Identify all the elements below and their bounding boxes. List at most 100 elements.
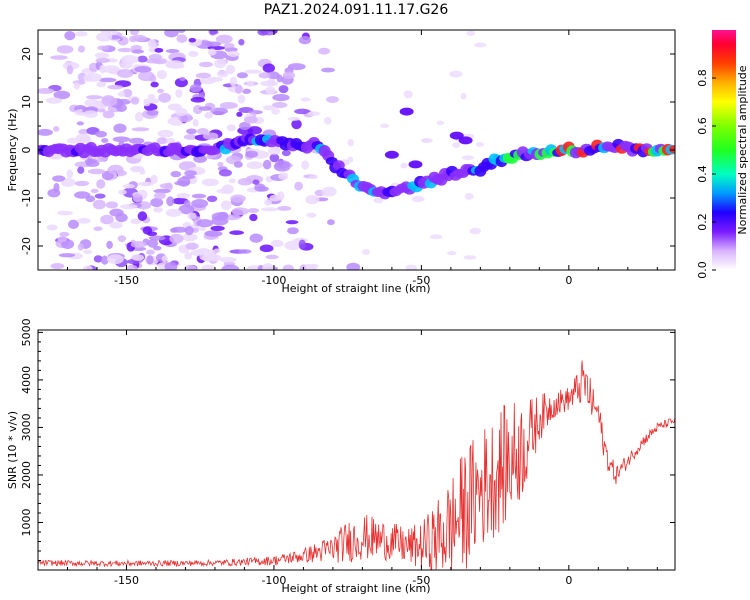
heatmap-noise-blob [321, 186, 337, 197]
heatmap-noise-blob [165, 49, 180, 54]
heatmap-noise-blob [38, 128, 53, 136]
heatmap-noise-blob [134, 111, 144, 122]
heatmap-noise-blob [176, 34, 188, 43]
heatmap-noise-blob [99, 64, 106, 74]
heatmap-noise-blob [120, 204, 138, 210]
heatmap-noise-blob [150, 81, 159, 88]
heatmap-noise-blob [218, 169, 232, 177]
heatmap-noise-blob [373, 197, 384, 204]
heatmap-noise-blob [95, 32, 113, 42]
heatmap-noise-blob [126, 264, 138, 270]
heatmap-noise-blob [74, 31, 88, 37]
heatmap-noise-blob [307, 111, 321, 116]
heatmap-noise-blob [305, 195, 320, 205]
heatmap-noise-blob [269, 153, 280, 163]
heatmap-noise-blob [244, 69, 262, 74]
heatmap-noise-blob [347, 138, 354, 147]
heatmap-noise-blob [449, 70, 463, 78]
heatmap-noise-blob [177, 30, 186, 33]
heatmap-noise-blob [198, 106, 212, 111]
heatmap-noise-blob [117, 235, 127, 242]
heatmap-noise-blob [258, 72, 271, 79]
heatmap-noise-blob [93, 226, 103, 231]
heatmap-noise-blob [169, 233, 184, 244]
heatmap-noise-blob [170, 170, 182, 178]
heatmap-noise-blob [318, 47, 331, 55]
heatmap-noise-blob [233, 161, 243, 168]
heatmap-noise-blob [301, 160, 310, 170]
heatmap-noise-blob [45, 97, 63, 104]
heatmap-noise-blob [403, 90, 413, 99]
heatmap-noise-blob [101, 138, 109, 143]
heatmap-noise-blob [220, 200, 232, 210]
heatmap-noise-blob [298, 35, 311, 45]
heatmap-noise-blob [142, 226, 153, 235]
heatmap-noise-blob [262, 263, 274, 270]
figure-title: PAZ1.2024.091.11.17.G26 [264, 2, 449, 18]
heatmap-noise-blob [85, 95, 103, 100]
heatmap-noise-blob [156, 69, 167, 80]
heatmap-noise-blob [53, 182, 60, 193]
heatmap-noise-blob [147, 94, 156, 99]
heatmap-noise-blob [130, 241, 147, 248]
heatmap-noise-blob [466, 30, 475, 36]
heatmap-noise-blob [231, 207, 249, 216]
colorbar-label: Normalized spectral amplitude [736, 65, 749, 234]
heatmap-noise-blob [60, 177, 76, 187]
heatmap-noise-blob [249, 213, 258, 222]
heatmap-noise-blob [421, 138, 430, 143]
heatmap-noise-blob [228, 178, 236, 184]
heatmap-noise-blob [234, 84, 243, 94]
heatmap-noise-blob [291, 119, 302, 130]
heatmap-noise-blob [150, 174, 158, 185]
heatmap-noise-blob [237, 94, 246, 104]
heatmap-noise-blob [90, 188, 99, 194]
heatmap-noise-blob [106, 254, 124, 265]
heatmap-noise-blob [106, 240, 113, 249]
heatmap-noise-blob [165, 208, 182, 217]
heatmap-noise-blob [266, 78, 276, 86]
heatmap-noise-blob [246, 161, 264, 169]
heatmap-noise-blob [229, 76, 238, 87]
heatmap-noise-blob [143, 101, 151, 107]
spectrogram-xlabel: Height of straight line (km) [281, 282, 430, 295]
heatmap-noise-blob [300, 97, 311, 102]
heatmap-noise-blob [282, 71, 296, 80]
y-tick-label: -10 [20, 189, 33, 207]
heatmap-noise-blob [107, 84, 124, 90]
heatmap-noise-blob [254, 183, 266, 192]
heatmap-noise-blob [179, 76, 186, 82]
heatmap-noise-blob [46, 224, 58, 231]
heatmap-noise-blob [400, 162, 408, 169]
heatmap-noise-blob [95, 130, 107, 138]
heatmap-noise-blob [38, 88, 55, 94]
heatmap-noise-blob [137, 55, 148, 63]
heatmap-noise-blob [411, 195, 425, 203]
heatmap-noise-blob [221, 264, 240, 270]
heatmap-noise-blob [53, 90, 71, 100]
heatmap-noise-blob [257, 30, 269, 36]
heatmap-noise-blob [287, 227, 299, 235]
heatmap-noise-blob [461, 155, 474, 160]
heatmap-noise-blob [192, 118, 199, 127]
x-tick-label: -50 [412, 274, 430, 287]
heatmap-noise-blob [236, 111, 243, 117]
heatmap-noise-blob [263, 105, 274, 111]
heatmap-noise-blob [230, 194, 246, 203]
heatmap-noise-blob [134, 66, 152, 73]
heatmap-noise-blob [201, 178, 219, 187]
heatmap-noise-blob [282, 264, 294, 270]
heatmap-noise-blob [205, 41, 222, 47]
heatmap-noise-blob [131, 49, 144, 54]
heatmap-noise-blob [157, 88, 164, 94]
x-tick-label: 0 [565, 574, 572, 587]
heatmap-noise-blob [294, 181, 303, 191]
heatmap-noise-blob [196, 128, 209, 135]
heatmap-noise-blob [464, 192, 474, 200]
heatmap-noise-blob [178, 204, 195, 215]
heatmap-noise-blob [117, 47, 133, 53]
heatmap-noise-blob [166, 138, 176, 145]
heatmap-ridge-blob [669, 145, 675, 154]
heatmap-noise-blob [229, 230, 244, 235]
